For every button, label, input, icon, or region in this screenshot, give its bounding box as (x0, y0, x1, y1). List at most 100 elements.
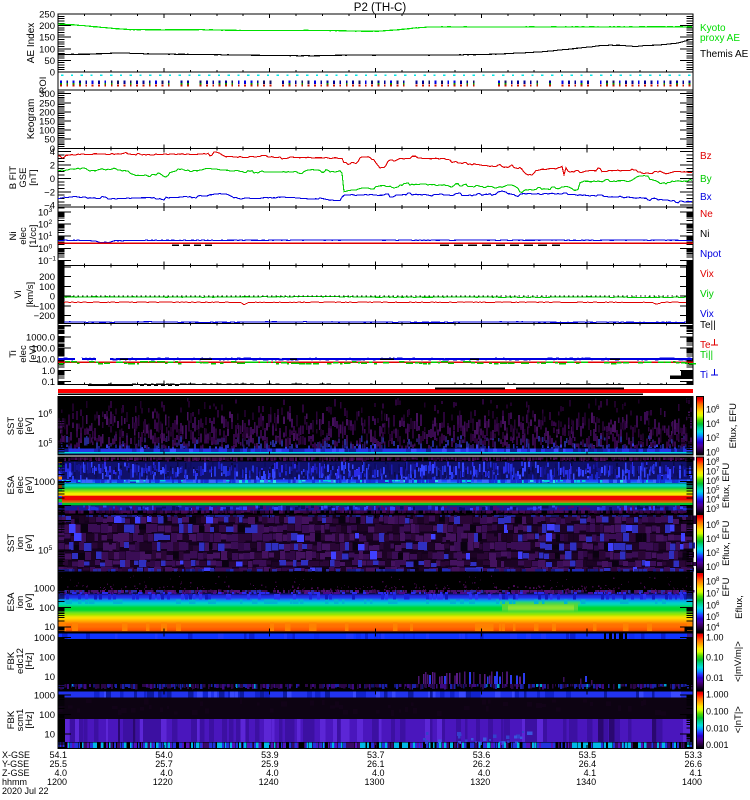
svg-text:53.6: 53.6 (473, 750, 491, 760)
svg-text:[Hz]: [Hz] (24, 653, 35, 670)
svg-text:ESA: ESA (6, 592, 17, 612)
svg-text:1.000: 1.000 (706, 690, 729, 700)
svg-text:100: 100 (706, 562, 720, 573)
svg-text:4.0: 4.0 (54, 768, 67, 778)
svg-text:107: 107 (706, 466, 720, 477)
svg-text:Eflux, EFU: Eflux, EFU (728, 403, 739, 449)
svg-text:2: 2 (50, 161, 55, 172)
svg-text:4.0: 4.0 (160, 768, 173, 778)
svg-text:4.1: 4.1 (689, 768, 702, 778)
svg-text:102: 102 (706, 548, 720, 559)
svg-text:10: 10 (44, 622, 55, 633)
svg-text:105: 105 (706, 485, 720, 496)
svg-text:0.1: 0.1 (42, 377, 55, 388)
svg-text:[eV]: [eV] (24, 477, 35, 494)
svg-text:1200: 1200 (47, 777, 67, 787)
svg-text:1000: 1000 (34, 691, 55, 702)
svg-text:Kyoto: Kyoto (700, 23, 726, 34)
svg-text:2020 Jul 22: 2020 Jul 22 (2, 786, 49, 796)
svg-text:53.7: 53.7 (367, 750, 385, 760)
svg-text:<|nT|>: <|nT|> (733, 706, 744, 734)
svg-text:4.0: 4.0 (478, 768, 491, 778)
svg-text:1240: 1240 (259, 777, 279, 787)
svg-text:1.00: 1.00 (706, 633, 724, 643)
svg-text:100: 100 (38, 243, 53, 255)
svg-text:GSE: GSE (18, 168, 29, 188)
svg-text:Ti: Ti (8, 350, 19, 358)
svg-text:100: 100 (39, 126, 55, 137)
svg-text:0: 0 (50, 174, 55, 185)
svg-text:Eflux, EFU: Eflux, EFU (721, 520, 732, 566)
svg-text:[eV]: [eV] (28, 346, 39, 363)
svg-text:Y-GSE: Y-GSE (2, 759, 29, 769)
svg-text:Vix: Vix (700, 269, 714, 280)
svg-text:26.6: 26.6 (684, 759, 702, 769)
svg-text:−2: −2 (44, 187, 55, 198)
svg-text:−100: −100 (34, 301, 55, 312)
svg-text:150: 150 (39, 33, 55, 44)
svg-text:SST: SST (6, 417, 17, 436)
svg-text:4.0: 4.0 (266, 768, 279, 778)
svg-text:0.010: 0.010 (706, 723, 729, 733)
svg-text:25.7: 25.7 (155, 759, 173, 769)
svg-text:0: 0 (50, 292, 55, 303)
svg-text:100: 100 (39, 653, 55, 664)
svg-text:proxy AE: proxy AE (700, 33, 740, 44)
svg-text:1.0: 1.0 (42, 366, 55, 377)
svg-text:50: 50 (44, 56, 55, 67)
svg-text:1000: 1000 (34, 633, 55, 644)
svg-text:Bx: Bx (700, 192, 712, 203)
svg-text:[eV]: [eV] (24, 418, 35, 435)
svg-text:102: 102 (706, 433, 720, 444)
svg-text:53.5: 53.5 (579, 750, 597, 760)
svg-text:0: 0 (50, 144, 55, 155)
svg-text:54.1: 54.1 (49, 750, 67, 760)
svg-text:Ni: Ni (700, 229, 709, 240)
svg-text:200: 200 (39, 107, 55, 118)
svg-text:Npot: Npot (700, 249, 721, 260)
svg-text:104: 104 (706, 534, 720, 545)
svg-text:FBK: FBK (6, 651, 17, 670)
svg-text:Te: Te (700, 340, 711, 351)
svg-text:1400: 1400 (682, 777, 702, 787)
svg-text:1340: 1340 (576, 777, 596, 787)
svg-text:53.9: 53.9 (261, 750, 279, 760)
svg-text:104: 104 (706, 418, 720, 429)
svg-text:[km/s]: [km/s] (25, 282, 36, 307)
svg-text:26.2: 26.2 (473, 759, 491, 769)
svg-text:250: 250 (39, 10, 55, 21)
svg-text:10−1: 10−1 (38, 256, 56, 268)
svg-text:Keogram: Keogram (26, 99, 37, 140)
svg-text:4.1: 4.1 (584, 768, 597, 778)
svg-text:Ti: Ti (700, 370, 708, 381)
svg-text:edc12: edc12 (15, 648, 26, 674)
svg-text:1300: 1300 (364, 777, 384, 787)
svg-text:105: 105 (38, 438, 53, 450)
svg-text:elec: elec (18, 345, 29, 363)
svg-text:100: 100 (39, 44, 55, 55)
svg-text:100: 100 (706, 447, 720, 458)
svg-text:SST: SST (6, 534, 17, 553)
svg-text:Ne: Ne (700, 209, 713, 220)
svg-text:hhmm: hhmm (2, 777, 27, 787)
svg-text:[Hz]: [Hz] (24, 712, 35, 729)
svg-text:1000: 1000 (34, 584, 55, 595)
svg-text:0.10: 0.10 (706, 653, 724, 663)
svg-text:By: By (700, 174, 712, 185)
svg-text:105: 105 (38, 545, 53, 557)
svg-text:0.100: 0.100 (706, 707, 729, 717)
svg-text:elec: elec (18, 227, 29, 245)
svg-text:Z-GSE: Z-GSE (2, 768, 30, 778)
svg-text:106: 106 (38, 409, 53, 421)
svg-text:scm1: scm1 (15, 709, 26, 732)
svg-text:1000.0: 1000.0 (26, 333, 55, 344)
svg-text:4: 4 (50, 147, 55, 158)
svg-text:1220: 1220 (153, 777, 173, 787)
svg-text:54.0: 54.0 (155, 750, 173, 760)
svg-text:Eflux,: Eflux, (734, 595, 745, 619)
svg-text:FBK: FBK (6, 710, 17, 729)
svg-text:ESA: ESA (6, 475, 17, 495)
svg-text:10: 10 (44, 730, 55, 741)
svg-text:P2 (TH-C): P2 (TH-C) (354, 2, 407, 14)
svg-text:Ni: Ni (8, 232, 19, 241)
